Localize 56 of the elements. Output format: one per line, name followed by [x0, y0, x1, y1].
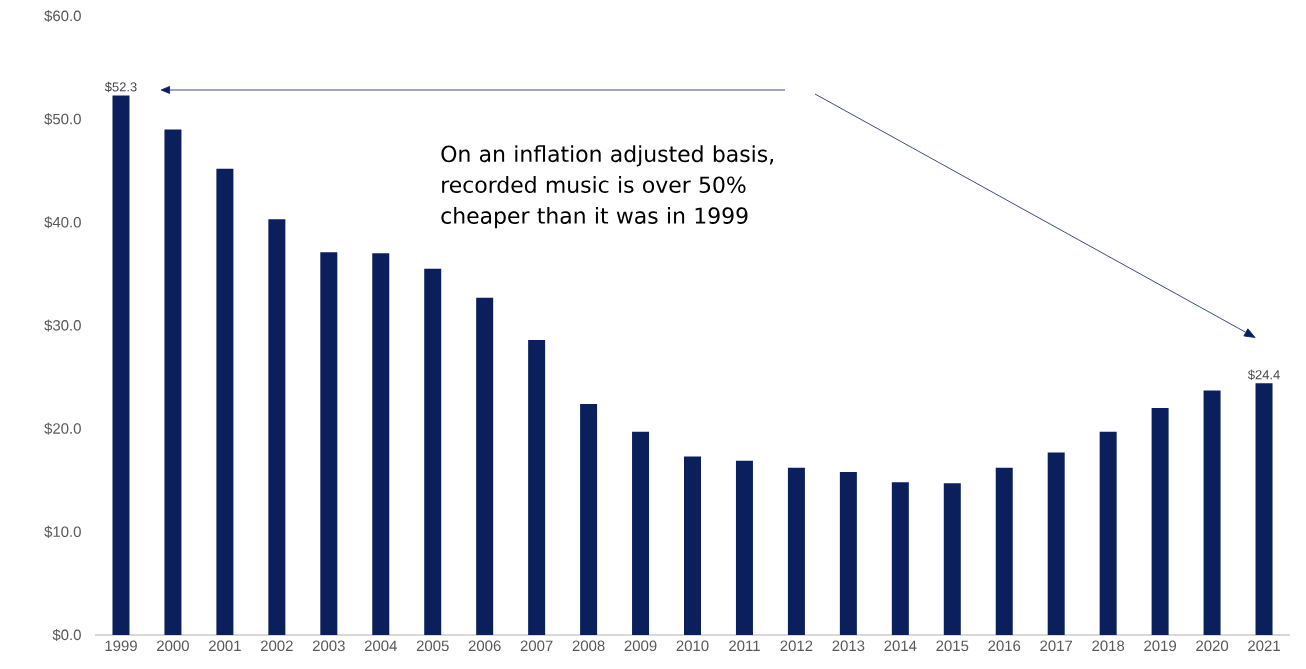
x-tick-label: 2013 — [832, 640, 865, 652]
y-tick-label: $60.0 — [44, 9, 81, 23]
x-tick-label: 1999 — [105, 640, 137, 652]
bar — [476, 297, 494, 635]
y-tick-label: $40.0 — [44, 216, 81, 229]
bar — [1151, 408, 1169, 635]
bar — [320, 252, 338, 635]
data-label: $24.4 — [1247, 369, 1280, 381]
bar — [1255, 383, 1273, 635]
x-tick-label: 2005 — [416, 640, 449, 652]
annotation: On an inflation adjusted basis, recorded music is over 50% cheaper than it was in 1999 — [441, 145, 773, 229]
x-tick-label: 2006 — [468, 640, 501, 652]
x-tick-label: 2020 — [1196, 640, 1229, 652]
y-tick-label: $50.0 — [44, 113, 81, 126]
x-tick-label: 2019 — [1144, 640, 1177, 652]
y-tick-label: $0.0 — [52, 628, 81, 642]
bar — [839, 472, 857, 635]
y-tick-label: $30.0 — [44, 319, 81, 332]
bar — [787, 467, 805, 635]
bar — [891, 482, 909, 635]
bar — [735, 460, 753, 635]
x-tick-label: 2007 — [520, 640, 553, 652]
x-tick-label: 2010 — [676, 640, 709, 652]
x-tick-label: 2009 — [624, 640, 657, 652]
bar — [216, 168, 234, 635]
x-tick-label: 2003 — [312, 640, 345, 652]
bar — [112, 95, 130, 635]
bar — [632, 431, 650, 635]
x-tick-label: 2004 — [364, 640, 397, 652]
bar — [684, 456, 701, 635]
bar — [580, 403, 598, 635]
bar — [424, 268, 442, 635]
x-tick-label: 2011 — [729, 640, 760, 652]
data-label: $52.3 — [104, 81, 137, 93]
x-tick-label: 2015 — [936, 640, 969, 652]
y-tick-label: $20.0 — [44, 422, 81, 435]
bar — [164, 129, 182, 635]
x-tick-label: 2021 — [1248, 640, 1280, 652]
x-tick-label: 2008 — [572, 640, 605, 652]
x-tick-label: 2016 — [988, 640, 1021, 652]
bar — [943, 483, 961, 635]
x-tick-label: 2002 — [260, 640, 293, 652]
x-tick-label: 2018 — [1092, 640, 1125, 652]
x-tick-label: 2001 — [209, 640, 241, 652]
bar — [372, 253, 390, 635]
bar — [1099, 431, 1117, 635]
bar — [995, 467, 1013, 635]
x-tick-label: 2012 — [780, 640, 813, 652]
bar — [528, 339, 546, 635]
y-tick-label: $10.0 — [44, 525, 81, 538]
x-tick-label: 2000 — [157, 640, 189, 652]
bar — [1047, 452, 1065, 635]
bar — [1203, 390, 1221, 635]
x-tick-label: 2014 — [884, 640, 917, 652]
bar — [268, 219, 286, 635]
x-tick-label: 2017 — [1040, 640, 1073, 652]
